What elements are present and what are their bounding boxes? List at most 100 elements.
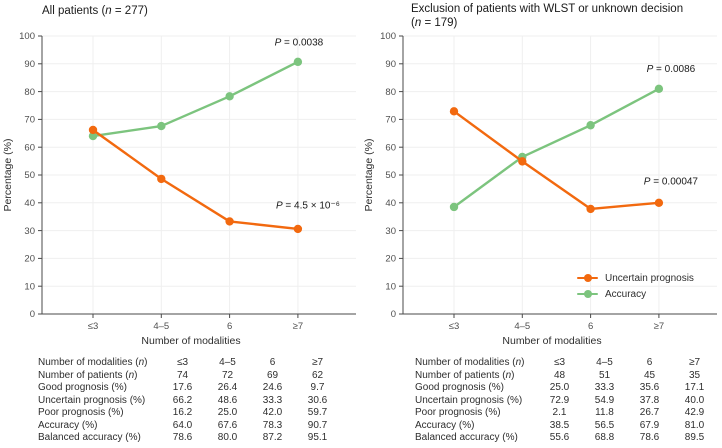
y-axis-title: Percentage (%) <box>363 139 375 212</box>
row-label: Poor prognosis (%) <box>415 407 501 418</box>
y-tick-label: 90 <box>24 59 35 70</box>
table-row: Number of patients (n) 48 51 45 35 <box>415 370 717 383</box>
table-cell: 56.5 <box>594 419 615 431</box>
chart-title: Exclusion of patients with WLST or unkno… <box>411 2 722 30</box>
line-chart-wlst-excluded: 0 10 20 30 40 50 60 70 80 90 100 ≤3 4–5 6 ≥7 Number of … <box>363 31 717 347</box>
x-tick-label: ≥7 <box>654 321 665 332</box>
y-axis-title: Percentage (%) <box>2 139 14 212</box>
y-tick-label: 60 <box>24 142 35 153</box>
table-cell: 95.1 <box>307 432 328 443</box>
y-tick-label: 50 <box>385 170 396 181</box>
legend-label-accuracy: Accuracy <box>605 288 647 300</box>
table-cell: 81.0 <box>684 419 705 431</box>
legend-item-uncertain-prognosis: Uncertain prognosis <box>577 270 694 286</box>
row-label: Poor prognosis (%) <box>38 407 124 418</box>
legend-label-uncertain-prognosis: Uncertain prognosis <box>605 272 694 284</box>
table-cell: 72.9 <box>549 394 570 406</box>
table-row: Poor prognosis (%) 2.1 11.8 26.7 42.9 <box>415 407 717 420</box>
table-cell: 89.5 <box>684 432 705 443</box>
table-cell: 24.6 <box>262 382 283 393</box>
table-cell: 30.6 <box>307 394 328 406</box>
row-label: Number of patients (n) <box>38 369 138 381</box>
y-tick-label: 20 <box>24 254 35 265</box>
table-row: Good prognosis (%) 25.0 33.3 35.6 17.1 <box>415 382 717 395</box>
table-cell: 6 <box>646 357 653 368</box>
y-tick-label: 70 <box>24 115 35 126</box>
stats-table-all-patients: Number of modalities (n) ≤3 4–5 6 ≥7 Number o… <box>38 357 340 445</box>
data-point-accuracy <box>225 92 234 101</box>
series-line-accuracy <box>452 87 661 209</box>
line-chart-all-patients: 0 10 20 30 40 50 60 70 80 90 100 ≤3 4–5 6 ≥7 Number of … <box>2 31 356 347</box>
table-cell: 59.7 <box>307 407 328 418</box>
table-cell: 42.0 <box>262 407 283 418</box>
data-point-uncertain-prognosis <box>225 217 234 226</box>
y-tick-label: 60 <box>385 142 396 153</box>
p-value-annotation: P = 0.0038 <box>275 38 324 49</box>
table-cell: 26.4 <box>217 382 238 393</box>
row-label: Balanced accuracy (%) <box>415 432 518 443</box>
x-tick-label: 6 <box>227 321 232 332</box>
table-cell: 9.7 <box>310 382 325 393</box>
y-tick-label: 0 <box>30 309 35 320</box>
x-tick-label: ≥7 <box>293 321 304 332</box>
table-cell: 67.9 <box>639 419 660 431</box>
table-cell: 4–5 <box>596 357 613 368</box>
table-cell: ≤3 <box>176 357 189 368</box>
table-cell: 25.0 <box>217 407 238 418</box>
table-cell: 2.1 <box>552 407 567 418</box>
table-cell: 16.2 <box>172 407 193 418</box>
x-tick-label: 4–5 <box>514 321 530 332</box>
table-row: Uncertain prognosis (%) 72.9 54.9 37.8 40.0 <box>415 395 717 408</box>
chart-title-line2: (n = 179) <box>411 17 458 29</box>
y-tick-label: 100 <box>380 31 396 42</box>
table-row: Uncertain prognosis (%) 66.2 48.6 33.3 30.6 <box>38 395 340 408</box>
table-cell: 35 <box>688 369 701 381</box>
series-line-uncertain-prognosis <box>91 128 300 231</box>
stats-table-wlst-excluded: Number of modalities (n) ≤3 4–5 6 ≥7 Number o… <box>415 357 717 445</box>
table-row: Number of patients (n) 74 72 69 62 <box>38 370 340 383</box>
table-cell: 74 <box>176 369 189 381</box>
p-value-annotation: P = 0.00047 <box>644 177 699 188</box>
table-cell: 11.8 <box>595 407 614 418</box>
table-cell: 87.2 <box>262 432 283 443</box>
data-point-uncertain-prognosis <box>157 174 166 184</box>
row-label: Good prognosis (%) <box>38 382 127 393</box>
row-label: Accuracy (%) <box>38 419 98 431</box>
table-cell: 37.8 <box>639 394 660 406</box>
data-point-uncertain-prognosis <box>586 204 595 214</box>
table-cell: 62 <box>311 369 324 381</box>
data-point-accuracy <box>157 121 166 131</box>
row-label: Uncertain prognosis (%) <box>38 394 146 406</box>
x-axis-title: Number of modalities <box>141 335 240 347</box>
table-row: Poor prognosis (%) 16.2 25.0 42.0 59.7 <box>38 407 340 420</box>
table-row: Balanced accuracy (%) 55.6 68.8 78.6 89.5 <box>415 432 717 445</box>
table-cell: 80.0 <box>217 432 238 443</box>
table-cell: 17.6 <box>172 382 193 393</box>
y-tick-label: 10 <box>24 281 35 292</box>
y-tick-label: 90 <box>385 59 396 70</box>
data-point-uncertain-prognosis <box>449 107 459 116</box>
table-row: Number of modalities (n) ≤3 4–5 6 ≥7 <box>415 357 717 370</box>
table-cell: 26.7 <box>639 407 660 418</box>
table-cell: ≤3 <box>553 357 566 368</box>
table-cell: 55.6 <box>549 432 570 443</box>
row-label: Uncertain prognosis (%) <box>415 394 523 406</box>
table-cell: 78.3 <box>262 419 283 431</box>
table-cell: 33.3 <box>262 394 283 406</box>
row-label: Number of modalities (n) <box>38 357 148 368</box>
x-axis-title: Number of modalities <box>502 335 601 347</box>
x-tick-label: 6 <box>588 321 593 332</box>
legend-item-accuracy: Accuracy <box>577 286 694 302</box>
table-cell: 48 <box>553 369 566 381</box>
series-line-accuracy <box>91 60 300 138</box>
accuracy-line-marker-icon <box>577 290 598 299</box>
y-tick-label: 30 <box>24 226 35 237</box>
table-cell: 48.6 <box>217 394 238 406</box>
y-tick-label: 40 <box>24 198 35 209</box>
x-tick-label: ≤3 <box>449 321 460 332</box>
table-cell: 78.6 <box>172 432 193 443</box>
table-cell: ≥7 <box>688 357 701 368</box>
data-point-uncertain-prognosis <box>654 198 664 207</box>
p-value-annotation: P = 4.5 × 10⁻⁶ <box>276 200 340 211</box>
table-row: Good prognosis (%) 17.6 26.4 24.6 9.7 <box>38 382 340 395</box>
